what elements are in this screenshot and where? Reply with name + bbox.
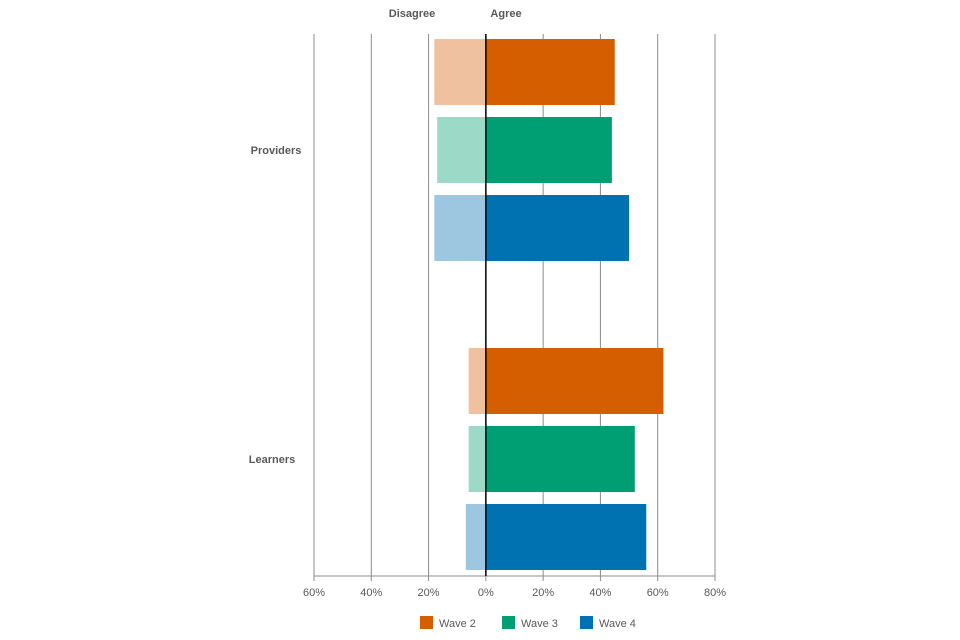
bar-agree-providers-wave-2: [485, 39, 615, 105]
header-disagree: Disagree: [389, 8, 435, 20]
x-tick-label-1: 40%: [360, 587, 382, 599]
gridlines: [313, 34, 716, 576]
x-tick-label-6: 60%: [647, 587, 669, 599]
bar-disagree-learners-wave-3: [468, 426, 486, 492]
bars: [434, 39, 664, 570]
bar-agree-learners-wave-3: [485, 426, 635, 492]
bar-agree-providers-wave-3: [485, 117, 612, 183]
legend-swatch-wave-4: [580, 616, 593, 629]
legend-label-wave-4: Wave 4: [599, 618, 636, 630]
bar-disagree-providers-wave-4: [434, 195, 486, 261]
x-tick-label-3: 0%: [478, 587, 494, 599]
x-tick-label-2: 20%: [418, 587, 440, 599]
category-labels: Providers Learners: [249, 145, 302, 466]
legend: Wave 2 Wave 3 Wave 4: [420, 616, 636, 630]
x-tick-label-7: 80%: [704, 587, 726, 599]
legend-swatch-wave-2: [420, 616, 433, 629]
legend-label-wave-2: Wave 2: [439, 618, 476, 630]
x-tick-label-0: 60%: [303, 587, 325, 599]
bar-agree-providers-wave-4: [485, 195, 630, 261]
x-tick-label-5: 40%: [589, 587, 611, 599]
legend-label-wave-3: Wave 3: [521, 618, 558, 630]
axes: [313, 34, 716, 581]
bar-disagree-learners-wave-4: [465, 504, 486, 570]
bar-agree-learners-wave-2: [485, 348, 664, 414]
bar-disagree-providers-wave-3: [437, 117, 486, 183]
x-tick-labels: 60% 40% 20% 0% 20% 40% 60% 80%: [303, 587, 726, 599]
bar-disagree-providers-wave-2: [434, 39, 486, 105]
category-label-learners: Learners: [249, 454, 295, 466]
category-label-providers: Providers: [251, 145, 302, 157]
header-agree: Agree: [490, 8, 521, 20]
bar-agree-learners-wave-4: [485, 504, 647, 570]
x-tick-label-4: 20%: [532, 587, 554, 599]
legend-swatch-wave-3: [502, 616, 515, 629]
bar-disagree-learners-wave-2: [468, 348, 486, 414]
